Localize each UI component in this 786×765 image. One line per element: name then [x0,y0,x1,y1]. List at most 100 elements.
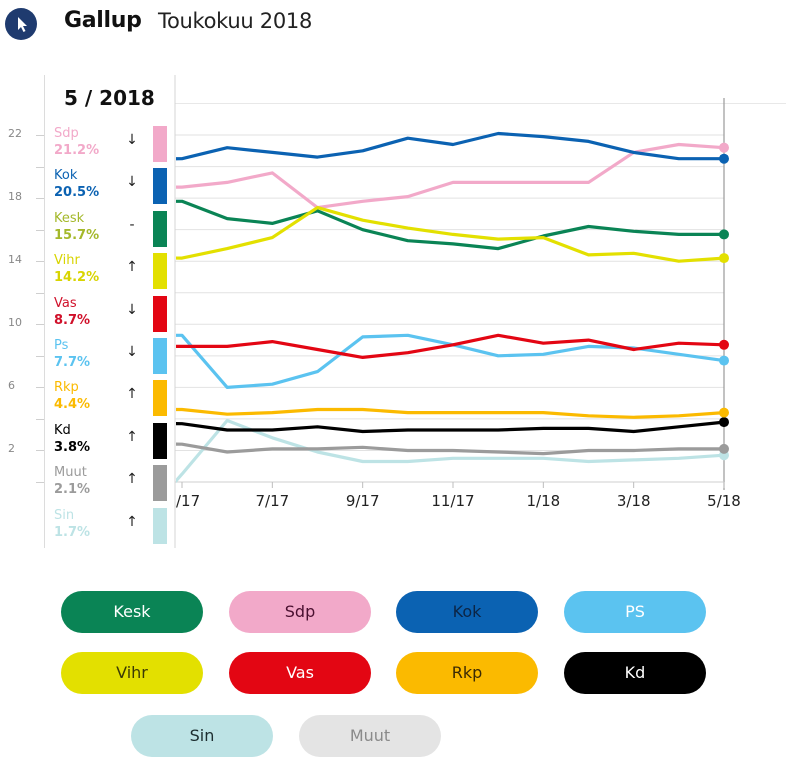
toggle-button-kd[interactable]: Kd [564,652,706,694]
y-tick-mark [36,418,44,420]
arrow-up-icon: ↑ [126,259,138,276]
party-name: Ps [54,338,69,353]
legend-row-vihr: Vihr 14.2% ↑ [54,253,172,295]
arrow-up-icon: ↑ [126,428,138,445]
y-tick-label: 18 [8,190,22,204]
x-tick-label: 5/18 [707,492,741,510]
x-tick-label: 9/17 [346,492,380,510]
toggle-button-sdp[interactable]: Sdp [229,591,371,633]
cursor-arrow-glyph [18,17,27,32]
arrow-up-icon: ↑ [126,471,138,488]
toggle-button-kesk[interactable]: Kesk [61,591,203,633]
party-name: Muut [54,465,87,481]
y-tick-label: 2 [8,442,15,456]
x-tick-label: 1/18 [526,492,560,510]
series-line-vihr [176,206,725,263]
party-percentage: 20.5% [54,185,100,201]
series-line-vas [176,333,725,359]
legend-row-sdp: Sdp 21.2% ↓ [54,126,172,168]
toggle-button-muut[interactable]: Muut [299,715,441,757]
party-percentage: 21.2% [54,143,100,158]
series-line-muut [176,442,724,456]
panel-border [44,75,45,548]
series-line-sdp [176,142,725,210]
panel-date-label: 5 / 2018 [64,86,155,110]
series-end-marker-vas [719,339,729,350]
y-tick-mark [36,387,44,389]
page-title: Gallup [64,8,142,33]
arrow-down-icon: ↓ [126,344,138,360]
legend-row-kok: Kok 20.5% ↓ [54,168,172,210]
toggle-button-ps[interactable]: PS [564,591,706,633]
legend-row-vas: Vas 8.7% ↓ [54,295,172,338]
color-swatch [153,380,167,417]
color-swatch [153,253,167,290]
party-percentage: 7.7% [54,355,91,370]
party-percentage: 4.4% [54,397,91,413]
series-line-rkp [176,407,725,419]
y-tick-mark [36,261,44,263]
color-swatch [153,422,167,459]
arrow-up-icon: ↑ [126,513,138,530]
series-end-marker-sdp [719,142,729,153]
party-percentage: 15.7% [54,227,100,243]
arrow-down-icon: ↓ [126,301,138,318]
color-swatch [153,465,167,502]
x-tick-label: /17 [176,492,200,510]
series-end-marker-kok [719,153,729,164]
legend-row-rkp: Rkp 4.4% ↑ [54,380,172,422]
legend-row-kesk: Kesk 15.7% - [54,210,172,253]
arrow-down-icon: ↓ [126,132,138,148]
legend-row-sin: Sin 1.7% ↑ [54,507,172,550]
x-tick-label: 7/17 [255,492,289,510]
legend-row-ps: Ps 7.7% ↓ [54,338,172,380]
toggle-button-rkp[interactable]: Rkp [396,652,538,694]
y-tick-mark [36,229,44,231]
series-line-kesk [176,199,724,251]
party-name: Kd [54,422,71,438]
series-end-marker-kesk [719,229,729,240]
party-name: Sin [54,507,75,523]
party-percentage: 14.2% [54,270,100,286]
y-tick-mark [36,135,44,137]
toggle-button-sin[interactable]: Sin [131,715,273,757]
party-name: Rkp [54,380,79,396]
series-line-kok [176,131,724,161]
series-end-marker-rkp [719,407,729,418]
line-chart: /17 7/17 9/17 11/17 1/18 3/18 5/18 [174,75,786,548]
series-line-kd [176,420,725,434]
dash-icon: - [129,216,135,233]
series-end-marker-vihr [719,253,729,264]
legend-row-muut: Muut 2.1% ↑ [54,465,172,507]
y-tick-label: 22 [8,127,22,141]
y-tick-mark [36,166,44,168]
color-swatch [153,338,167,374]
toggle-button-vihr[interactable]: Vihr [61,652,203,694]
legend-row-kd: Kd 3.8% ↑ [54,422,172,465]
y-tick-mark [36,198,44,200]
color-swatch [153,168,167,205]
color-swatch [153,507,167,544]
color-swatch [153,210,167,247]
party-name: Kesk [54,210,85,226]
toggle-button-vas[interactable]: Vas [229,652,371,694]
x-tick-label: 11/17 [431,492,474,510]
toggle-button-kok[interactable]: Kok [396,591,538,633]
y-tick-mark [36,450,44,452]
party-name: Vihr [54,253,80,269]
series-end-marker-ps [719,355,729,366]
arrow-down-icon: ↓ [126,174,138,191]
party-percentage: 3.8% [54,439,91,455]
series-end-marker-kd [719,417,729,428]
cursor-icon[interactable] [5,8,37,40]
page-subtitle: Toukokuu 2018 [158,9,313,33]
series-line-sin [176,418,725,484]
y-tick-label: 6 [8,379,15,393]
party-name: Vas [54,295,77,311]
party-percentage: 1.7% [54,524,91,540]
arrow-up-icon: ↑ [126,386,138,403]
party-percentage: 2.1% [54,482,91,498]
series-end-marker-muut [719,443,729,454]
party-percentage: 8.7% [54,312,91,328]
y-tick-label: 10 [8,316,22,330]
